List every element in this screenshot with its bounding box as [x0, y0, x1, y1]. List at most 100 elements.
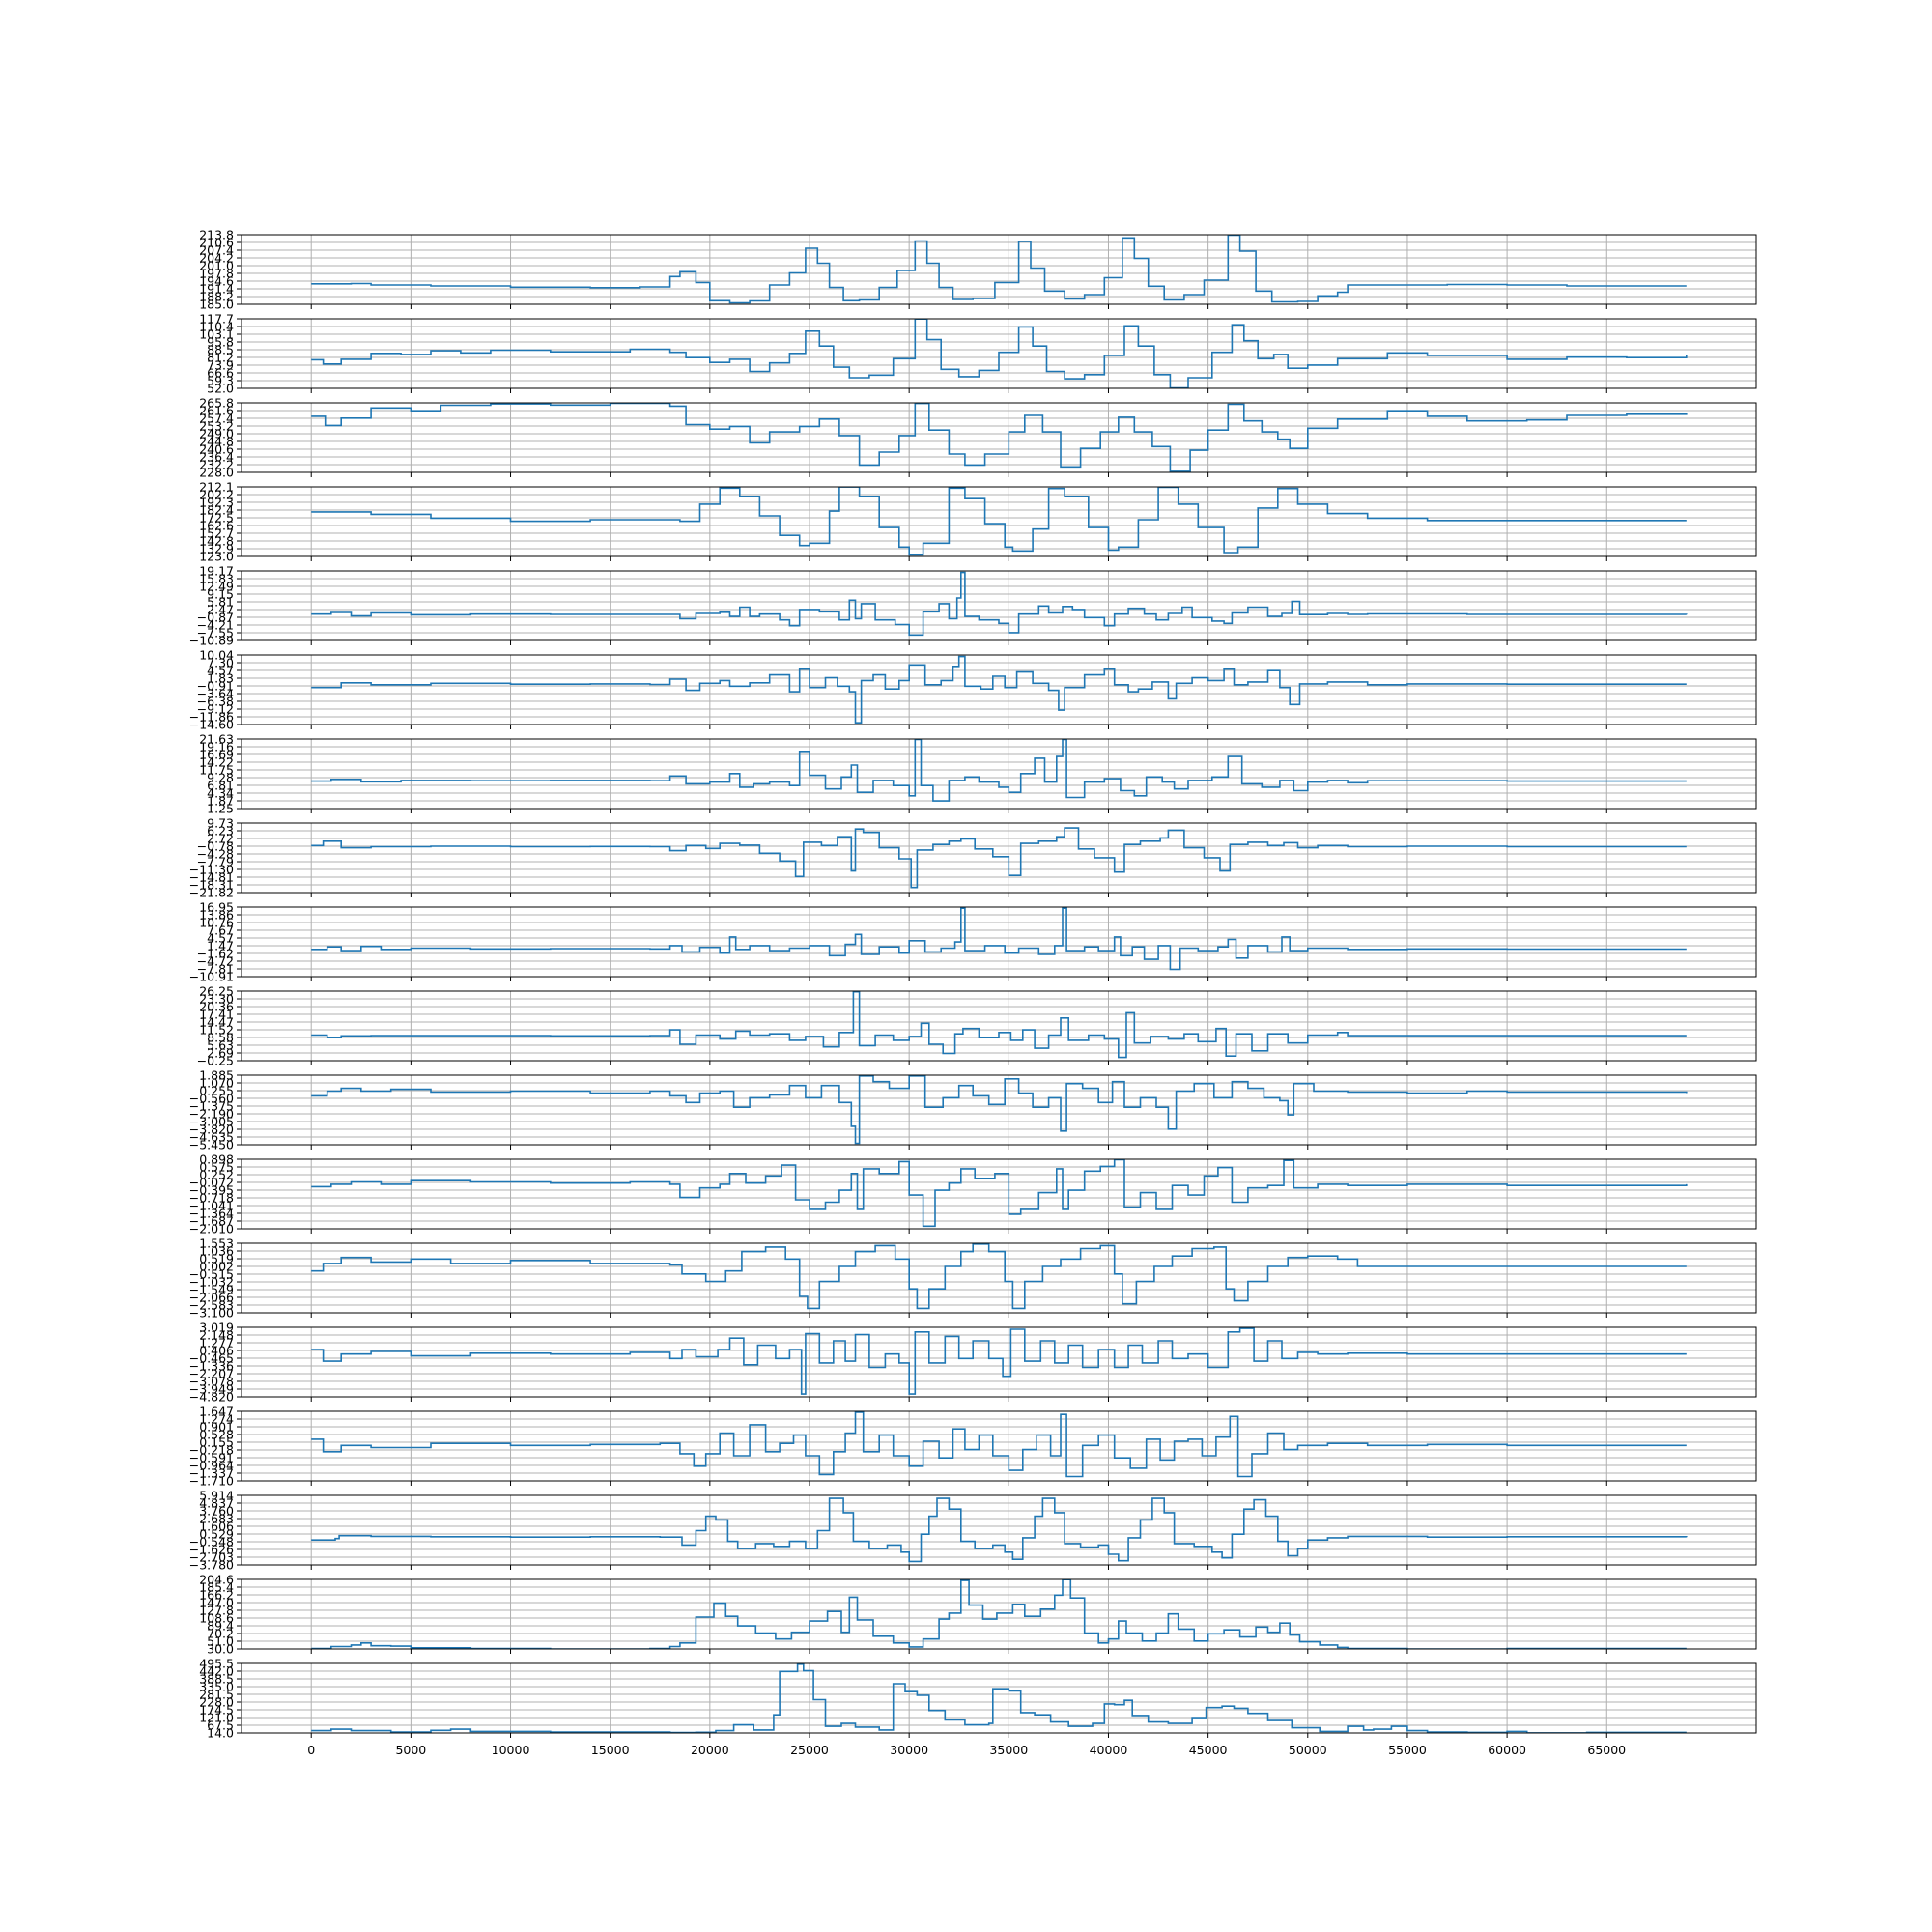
y-tick-label: 188.2	[199, 290, 234, 304]
y-tick-label: 95.8	[207, 335, 234, 350]
axes-frame	[241, 318, 1757, 389]
y-tick-label: −7.79	[197, 855, 234, 869]
y-tick-label: 14.47	[199, 1015, 234, 1030]
subplot-2: 117.7110.4103.195.888.581.273.966.659.35…	[199, 312, 1757, 396]
x-tick-label: 50000	[1289, 1743, 1327, 1757]
y-tick-label: 3.019	[199, 1321, 234, 1335]
y-tick-label: 8.58	[207, 1031, 234, 1045]
subplot-17: 204.6185.4166.2147.0127.8108.689.470.251…	[199, 1573, 1757, 1657]
axes-frame	[241, 906, 1757, 978]
x-tick-label: 20000	[691, 1743, 729, 1757]
series-line	[311, 319, 1688, 388]
y-tick-label: 14.0	[207, 1726, 234, 1741]
y-tick-label: −4.21	[197, 618, 234, 633]
series-line	[311, 1411, 1687, 1478]
y-tick-label: 174.5	[199, 1703, 234, 1718]
y-tick-label: −1.337	[189, 1466, 234, 1481]
series-line	[311, 1327, 1687, 1395]
y-tick-label: 3.760	[199, 1504, 234, 1519]
y-tick-label: 281.5	[199, 1688, 234, 1702]
y-tick-label: 7.67	[207, 923, 234, 938]
y-tick-label: 244.8	[199, 435, 234, 449]
y-tick-label: 213.8	[199, 228, 234, 242]
y-tick-label: 4.57	[207, 931, 234, 946]
y-tick-label: −0.718	[189, 1191, 234, 1206]
y-tick-label: 73.9	[207, 358, 234, 373]
y-tick-label: −2.583	[189, 1298, 234, 1313]
y-tick-label: 2.683	[199, 1512, 234, 1526]
y-tick-label: 51.0	[207, 1634, 234, 1649]
y-tick-label: −21.82	[189, 886, 234, 900]
axes-frame	[241, 486, 1757, 557]
y-tick-label: 166.2	[199, 1588, 234, 1603]
y-tick-label: 257.4	[199, 412, 234, 426]
series-line	[311, 1075, 1688, 1145]
y-tick-label: −0.395	[189, 1183, 234, 1198]
y-tick-label: −6.38	[197, 695, 234, 709]
subplot-3: 265.8261.6257.4253.2249.0244.8240.6236.4…	[199, 396, 1757, 480]
y-tick-label: 121.0	[199, 1711, 234, 1725]
series-line	[311, 1159, 1688, 1228]
axes-frame	[241, 822, 1757, 894]
y-tick-label: 17.41	[199, 1008, 234, 1022]
y-tick-label: 2.69	[207, 1046, 234, 1061]
y-tick-label: −0.25	[197, 1054, 234, 1068]
y-tick-label: 26.25	[199, 984, 234, 999]
y-tick-label: 236.4	[199, 450, 234, 465]
y-tick-label: 182.4	[199, 503, 234, 518]
y-tick-label: 1.274	[199, 1412, 234, 1427]
y-tick-label: −9.12	[197, 702, 234, 717]
axes-frame	[241, 1578, 1757, 1650]
y-tick-label: 0.528	[199, 1428, 234, 1442]
y-tick-label: −1.62	[197, 947, 234, 961]
y-tick-label: 261.6	[199, 404, 234, 418]
x-tick-label: 45000	[1189, 1743, 1228, 1757]
axes-frame	[241, 1158, 1757, 1230]
y-tick-label: 335.0	[199, 1680, 234, 1694]
axes-frame	[241, 1410, 1757, 1482]
subplot-10: 26.2523.3020.3617.4114.4711.528.585.632.…	[197, 984, 1757, 1068]
series-line	[311, 827, 1687, 889]
y-tick-label: −0.560	[189, 1092, 234, 1106]
subplot-6: 10.047.304.571.83−0.91−3.64−6.38−9.12−11…	[189, 648, 1757, 732]
y-tick-label: 147.0	[199, 1596, 234, 1610]
y-tick-label: 192.3	[199, 496, 234, 510]
y-tick-label: 1.070	[199, 1076, 234, 1091]
series-line	[311, 235, 1687, 304]
y-tick-label: −0.78	[197, 839, 234, 854]
y-tick-label: −2.066	[189, 1291, 234, 1305]
series-line	[311, 571, 1688, 637]
y-tick-label: 2.47	[207, 603, 234, 617]
y-tick-label: 204.6	[199, 1573, 234, 1587]
y-tick-label: −2.010	[189, 1222, 234, 1236]
y-tick-label: 495.5	[199, 1657, 234, 1671]
y-tick-label: 52.0	[207, 382, 234, 396]
series-line	[311, 1579, 1687, 1649]
y-tick-label: 212.1	[199, 480, 234, 495]
y-tick-label: 10.04	[199, 648, 234, 663]
subplot-13: 1.5531.0360.5190.002−0.515−1.032−1.549−2…	[189, 1236, 1757, 1321]
subplot-5: 19.1715.8312.499.155.812.47−0.87−4.21−7.…	[189, 564, 1757, 648]
y-tick-label: 16.95	[199, 900, 234, 915]
axes-frame	[241, 1074, 1757, 1146]
y-tick-label: −7.55	[197, 626, 234, 640]
y-tick-label: −4.28	[197, 847, 234, 862]
subplot-9: 16.9513.8610.767.674.571.47−1.62−4.72−7.…	[189, 900, 1757, 984]
y-tick-label: 210.6	[199, 236, 234, 250]
x-tick-label: 10000	[492, 1743, 530, 1757]
y-tick-label: 88.5	[207, 343, 234, 357]
y-tick-label: −3.005	[189, 1115, 234, 1129]
y-tick-label: 240.6	[199, 442, 234, 457]
y-tick-label: 1.25	[207, 802, 234, 816]
y-tick-label: −11.30	[189, 863, 234, 877]
y-tick-label: 0.575	[199, 1160, 234, 1175]
y-tick-label: −1.687	[189, 1214, 234, 1229]
y-tick-label: 23.30	[199, 992, 234, 1007]
y-tick-label: −1.626	[189, 1543, 234, 1557]
y-tick-label: −0.218	[189, 1443, 234, 1458]
y-tick-label: 265.8	[199, 396, 234, 411]
y-tick-label: 204.2	[199, 251, 234, 266]
y-tick-label: 12.49	[199, 580, 234, 594]
